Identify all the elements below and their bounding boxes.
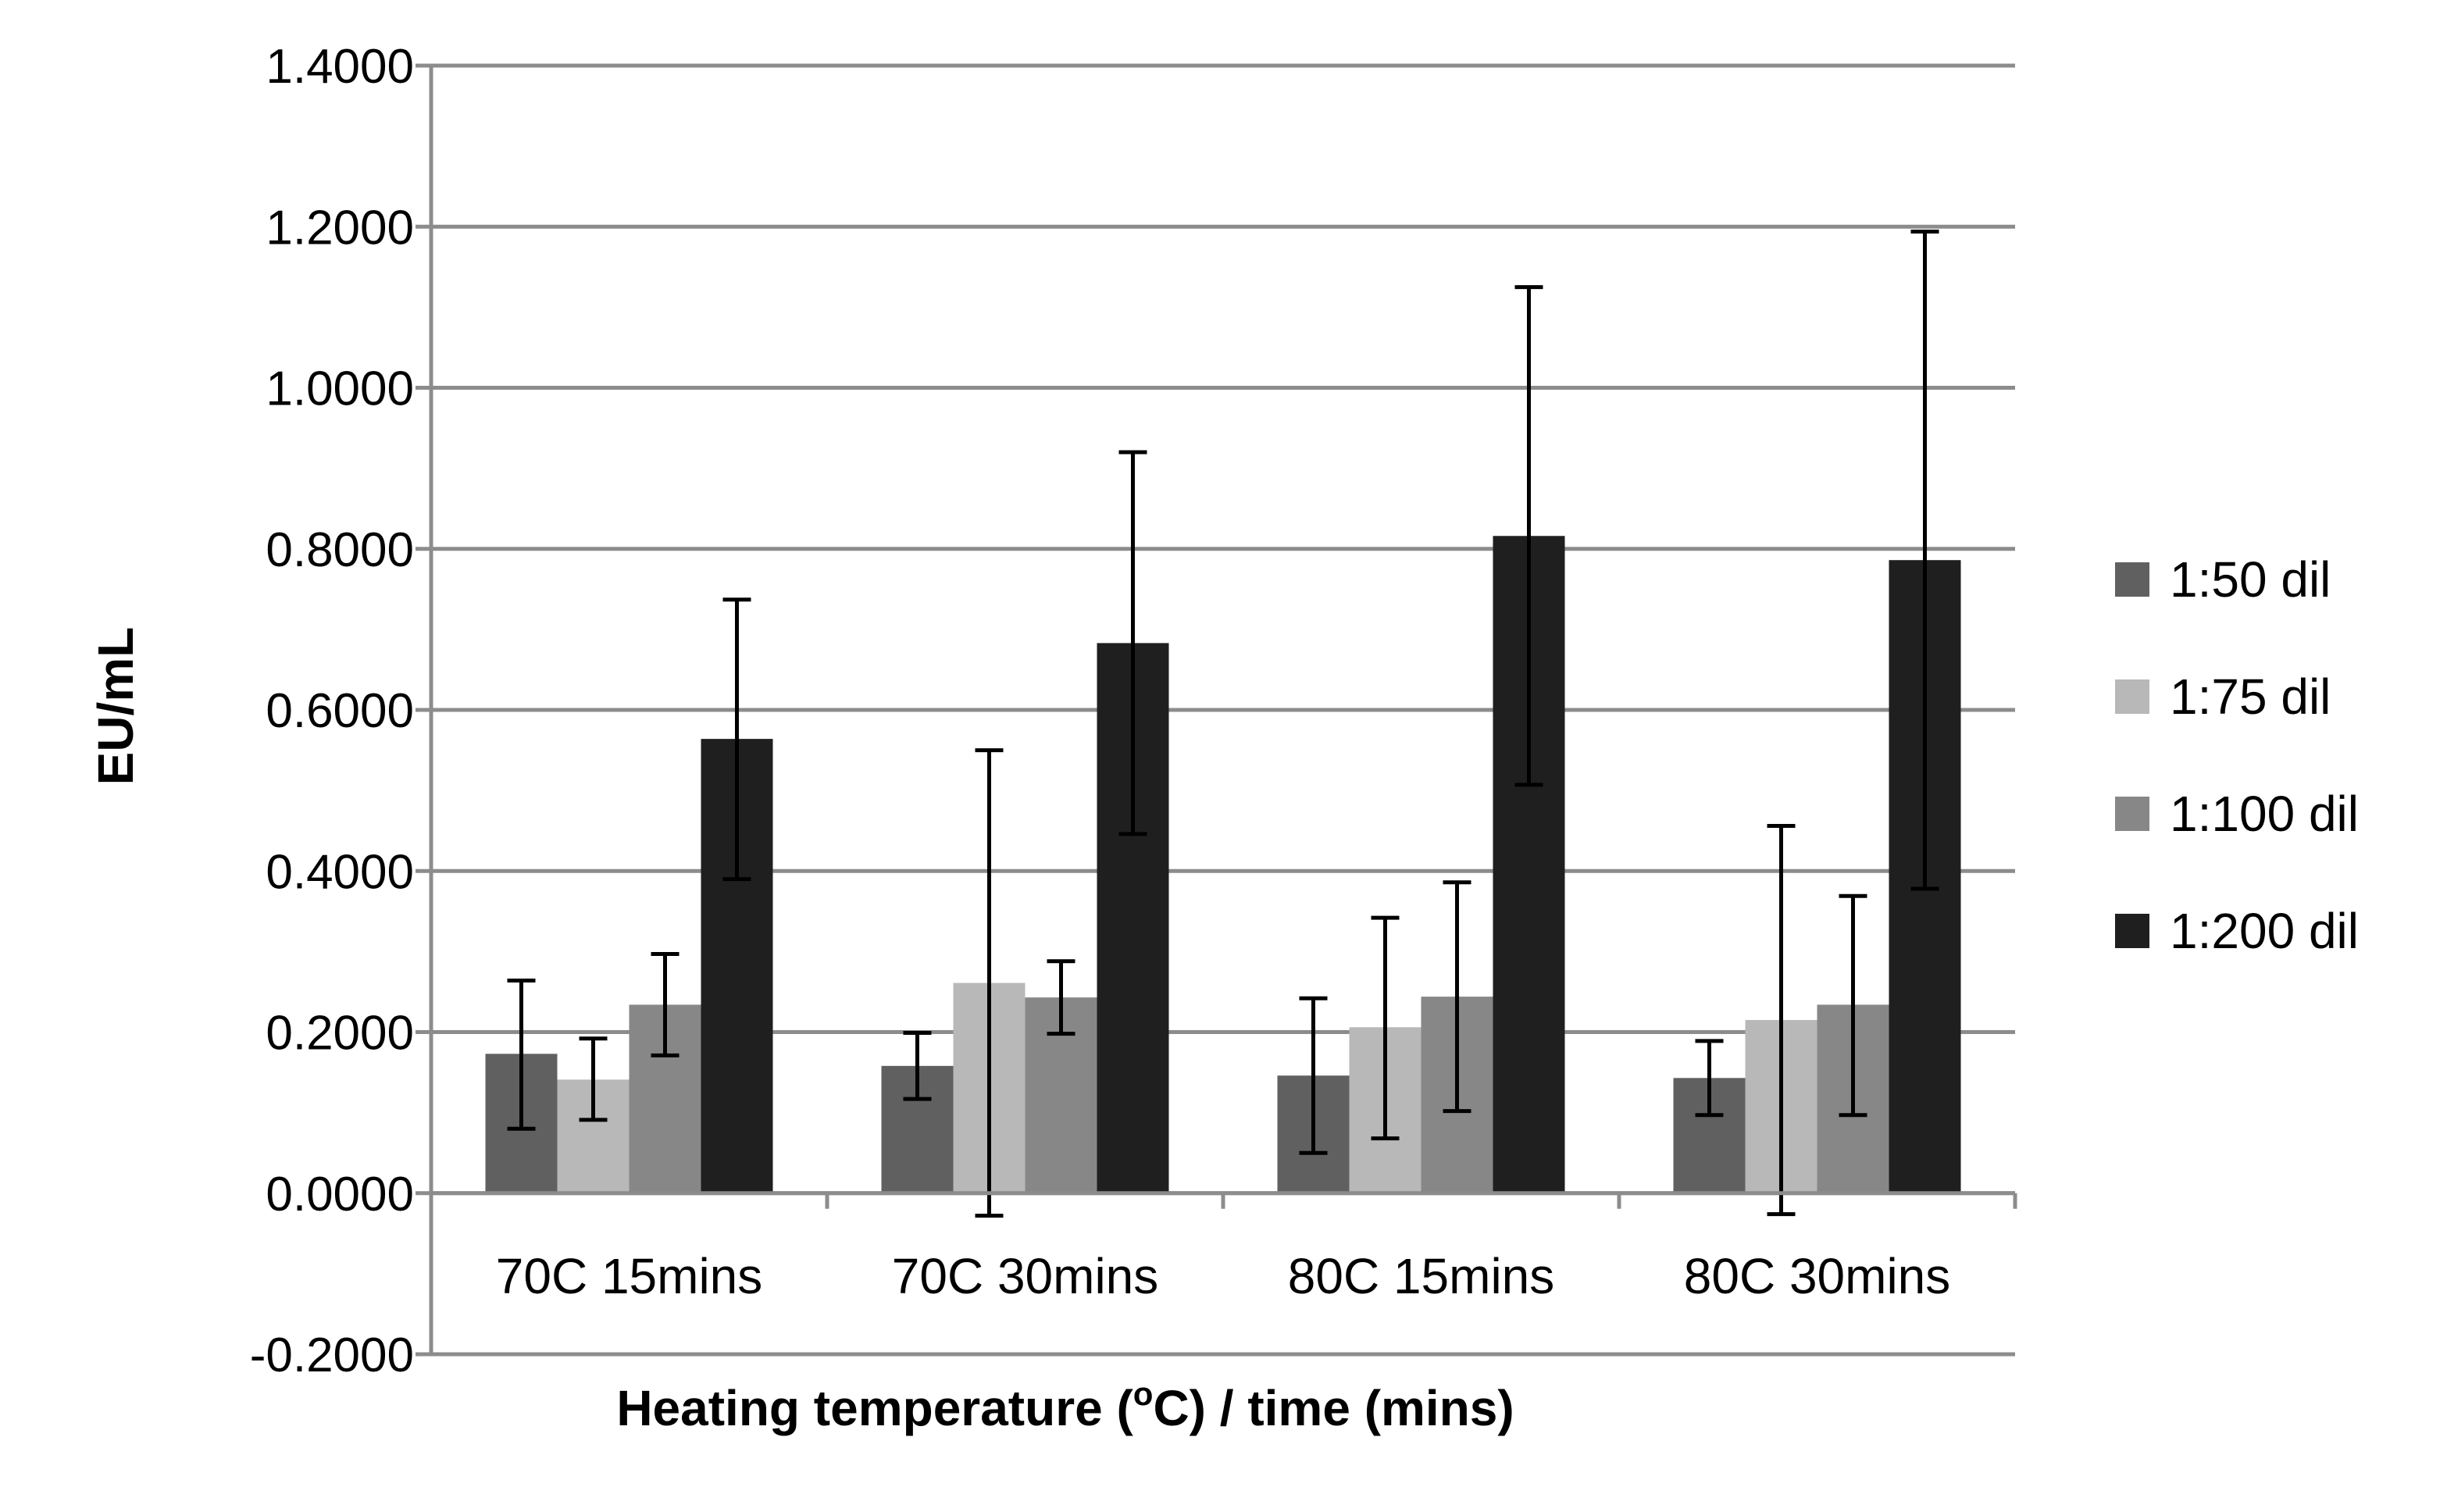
legend: 1:50 dil 1:75 dil 1:100 dil 1:200 dil (2115, 551, 2359, 959)
error-bars (507, 229, 1939, 1218)
y-tick-label: 0.0000 (266, 1168, 414, 1221)
y-tick-label: 0.6000 (266, 684, 414, 738)
legend-swatch (2115, 797, 2149, 831)
y-tick-label: 1.4000 (266, 40, 414, 94)
y-axis-label: EU/mL (87, 627, 144, 786)
y-tick-label: 0.8000 (266, 523, 414, 577)
legend-label: 1:200 dil (2170, 903, 2359, 959)
legend-label: 1:100 dil (2170, 786, 2359, 842)
legend-swatch (2115, 914, 2149, 948)
x-tick-label: 70C 30mins (892, 1248, 1159, 1304)
legend-swatch (2115, 562, 2149, 597)
bars (485, 536, 1961, 1193)
y-tick-labels: -0.2000 0.0000 0.2000 0.4000 0.6000 0.8000 1.0… (250, 40, 414, 1382)
x-axis-label-sup: o (1133, 1375, 1154, 1412)
x-axis-label-main: Heating temperature ( (616, 1380, 1133, 1436)
x-tick-label: 70C 15mins (496, 1248, 763, 1304)
x-tick-label: 80C 15mins (1288, 1248, 1555, 1304)
legend-label: 1:50 dil (2170, 551, 2331, 608)
x-tick-labels: 70C 15mins 70C 30mins 80C 15mins 80C 30mins (496, 1248, 1951, 1304)
x-axis-label-end: C) / time (mins) (1153, 1380, 1514, 1436)
y-tick-label: 1.2000 (266, 201, 414, 255)
y-tick-label: -0.2000 (250, 1328, 414, 1382)
y-tick-label: 0.4000 (266, 845, 414, 899)
x-axis-label: Heating temperature (oC) / time (mins) (616, 1375, 1514, 1436)
y-tick-label: 1.0000 (266, 362, 414, 416)
y-tick-label: 0.2000 (266, 1007, 414, 1061)
axes (429, 66, 2017, 1354)
x-tick-label: 80C 30mins (1684, 1248, 1951, 1304)
legend-swatch (2115, 679, 2149, 714)
legend-label: 1:75 dil (2170, 669, 2331, 725)
